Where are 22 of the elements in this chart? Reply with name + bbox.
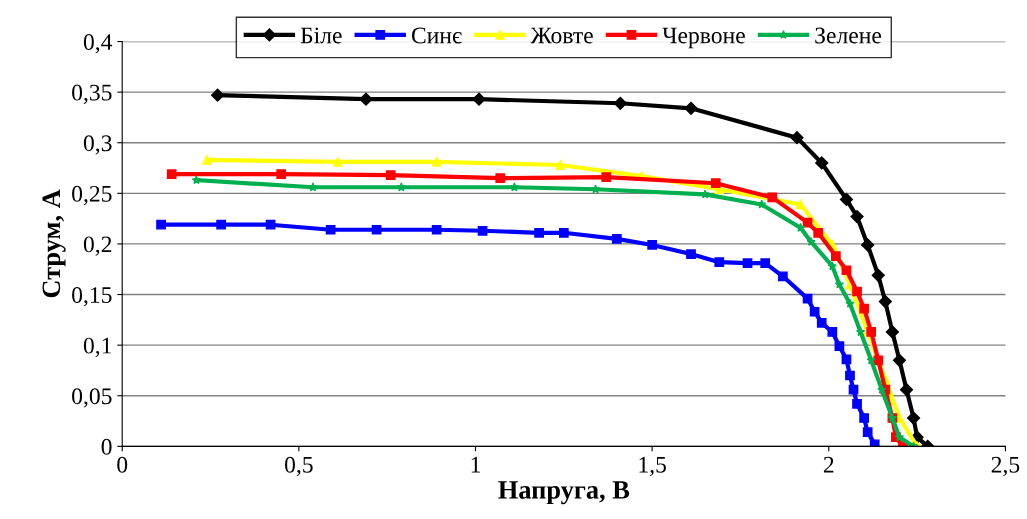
y-tick-label: 0 xyxy=(101,438,112,455)
y-tick-label: 0,35 xyxy=(72,84,112,104)
x-tick-label: 1,5 xyxy=(639,456,666,477)
y-tick-label: 0,4 xyxy=(83,34,113,54)
x-tick-label: 0 xyxy=(117,456,128,473)
y-tick-label: 0,25 xyxy=(72,185,112,206)
x-tick-label: 2 xyxy=(823,456,834,473)
y-tick-label: 0,3 xyxy=(83,135,112,155)
legend-label: Біле xyxy=(300,27,342,44)
x-tick-label: 1 xyxy=(471,456,480,473)
legend-label: Зелене xyxy=(815,27,882,44)
y-axis-title: Струм, А xyxy=(42,189,66,298)
y-tick-label: 0,15 xyxy=(72,287,112,307)
y-tick-label: 0,2 xyxy=(83,236,112,256)
legend-label: Жовте xyxy=(530,27,593,44)
legend-label: Червоне xyxy=(662,27,745,49)
y-tick-label: 0,1 xyxy=(83,337,112,357)
legend-label: Синє xyxy=(411,27,462,44)
x-axis-title: Напруга, В xyxy=(498,481,630,505)
x-tick-label: 0,5 xyxy=(285,456,313,477)
x-tick-label: 2,5 xyxy=(991,456,1020,477)
y-tick-label: 0,05 xyxy=(72,388,112,408)
